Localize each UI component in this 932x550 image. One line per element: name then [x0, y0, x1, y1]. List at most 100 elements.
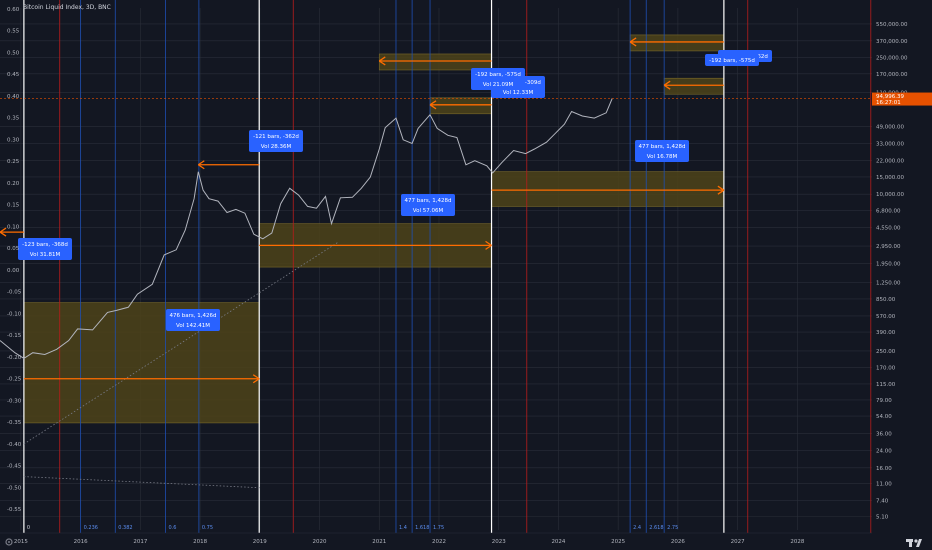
measure-label-bg [18, 238, 72, 260]
x-tick-label: 2016 [74, 539, 88, 545]
y-tick-label: 10,000.00 [876, 192, 904, 198]
y-tick-label: 250,000.00 [876, 55, 908, 61]
left-tick-label: -0.50 [7, 485, 22, 491]
left-tick-label: 0.40 [7, 94, 20, 100]
x-tick-label: 2028 [790, 539, 804, 545]
left-tick-label: 0.15 [7, 203, 20, 209]
measure-label-text: Vol 28.36M [261, 144, 292, 150]
measure-label-text: 476 bars, 1,426d [170, 313, 217, 319]
y-tick-label: 570.00 [876, 314, 896, 320]
left-tick-label: -0.15 [7, 333, 22, 339]
current-price-tag [872, 92, 932, 106]
measure-label: 476 bars, 1,426d Vol 142.41M [166, 309, 220, 331]
current-price-countdown: 16:27:01 [876, 100, 901, 106]
x-tick-label: 2024 [551, 539, 565, 545]
left-tick-label: 0.45 [7, 72, 20, 78]
back-arrow-head [429, 100, 437, 110]
cycle-label: 1.4 [399, 525, 407, 531]
y-tick-label: 79.00 [876, 398, 892, 404]
measure-label: -123 bars, -368d Vol 31.81M [18, 238, 72, 260]
back-arrow-head [378, 56, 386, 66]
cycle-label: 0.6 [168, 525, 176, 531]
left-tick-label: 0.25 [7, 159, 20, 165]
left-tick-label: -0.45 [7, 464, 22, 470]
left-tick-label: 0.30 [7, 137, 20, 143]
measure-label-text: Vol 31.81M [30, 252, 61, 258]
x-tick-label: 2021 [372, 539, 386, 545]
range-arrow-head [485, 240, 492, 250]
settings-gear-icon[interactable] [4, 537, 14, 547]
measure-label: -192 bars, -575d [705, 54, 759, 66]
measure-label-text: 477 bars, 1,428d [405, 198, 452, 204]
cycle-label: 0.236 [84, 525, 98, 531]
right-axis-bg [872, 0, 932, 550]
x-tick-label: 2017 [133, 539, 147, 545]
left-tick-label: 0.60 [7, 7, 20, 13]
current-price-value: 94,996.39 [876, 94, 904, 100]
left-tick-label: -0.40 [7, 442, 22, 448]
left-tick-label: 0.10 [7, 224, 20, 230]
x-tick-label: 2026 [671, 539, 685, 545]
x-tick-label: 2019 [253, 539, 267, 545]
trend-line [23, 476, 260, 489]
y-tick-label: 2,950.00 [876, 244, 901, 250]
range-arrow-head [717, 185, 725, 195]
measure-label-text: Vol 21.09M [483, 82, 514, 88]
back-arrow-head [0, 227, 7, 237]
y-tick-label: 49,000.00 [876, 125, 904, 131]
x-tick-label: 2020 [313, 539, 327, 545]
y-tick-label: 6,800.00 [876, 209, 901, 215]
range-box [429, 97, 492, 115]
y-tick-label: 4,550.00 [876, 226, 901, 232]
left-tick-label: 0.05 [7, 246, 20, 252]
measure-label-bg [249, 130, 303, 152]
measure-label: -192 bars, -575d Vol 21.09M [471, 68, 525, 90]
y-tick-label: 5.10 [876, 514, 889, 520]
left-tick-label: -0.20 [7, 355, 22, 361]
left-tick-label: 0.00 [7, 268, 20, 274]
y-tick-label: 370,000.00 [876, 39, 908, 45]
measure-label-text: -192 bars, -575d [709, 58, 755, 64]
y-tick-label: 22,000.00 [876, 159, 904, 165]
measure-label-text: Vol 57.06M [413, 208, 444, 214]
x-tick-label: 2025 [611, 539, 625, 545]
x-axis-bg [0, 533, 932, 550]
range-box [23, 302, 260, 424]
cycle-label: 0 [27, 525, 30, 531]
left-tick-label: -0.10 [7, 311, 22, 317]
y-tick-label: 36.00 [876, 431, 892, 437]
y-tick-label: 390.00 [876, 330, 896, 336]
y-tick-label: 7.40 [876, 499, 889, 505]
measure-label-bg [471, 68, 525, 90]
measure-label-text: 477 bars, 1,428d [639, 144, 686, 150]
price-line [0, 98, 613, 359]
tradingview-logo-icon [906, 539, 922, 547]
y-tick-label: 1,950.00 [876, 262, 901, 268]
measure-label-text: Vol 16.78M [647, 154, 678, 160]
left-tick-label: 0.20 [7, 181, 20, 187]
y-tick-label: 250.00 [876, 349, 896, 355]
range-box [663, 77, 725, 95]
chart-title: Bitcoin Liquid Index, 3D, BNC [23, 4, 111, 11]
y-tick-label: 1,250.00 [876, 281, 901, 287]
left-tick-label: 0.50 [7, 50, 20, 56]
measure-label-text: -123 bars, -368d [22, 242, 68, 248]
measure-label-text: -192 bars, -575d [475, 72, 521, 78]
measure-label-text: -121 bars, -362d [253, 134, 299, 140]
x-tick-label: 2027 [731, 539, 745, 545]
left-tick-label: -0.25 [7, 377, 22, 383]
cycle-label: 2.75 [667, 525, 678, 531]
cycle-label: 0.382 [118, 525, 132, 531]
cycle-label: 1.75 [433, 525, 444, 531]
x-tick-label: 2018 [193, 539, 207, 545]
measure-label-bg [401, 194, 455, 216]
y-tick-label: 54.00 [876, 414, 892, 420]
y-tick-label: 170.00 [876, 365, 896, 371]
left-tick-label: 0.35 [7, 116, 20, 122]
measure-label-bg [705, 54, 759, 66]
y-tick-label: 170,000.00 [876, 72, 908, 78]
range-box [629, 34, 725, 52]
x-tick-label: 2023 [492, 539, 506, 545]
measure-label: -121 bars, -362d Vol 28.36M [249, 130, 303, 152]
